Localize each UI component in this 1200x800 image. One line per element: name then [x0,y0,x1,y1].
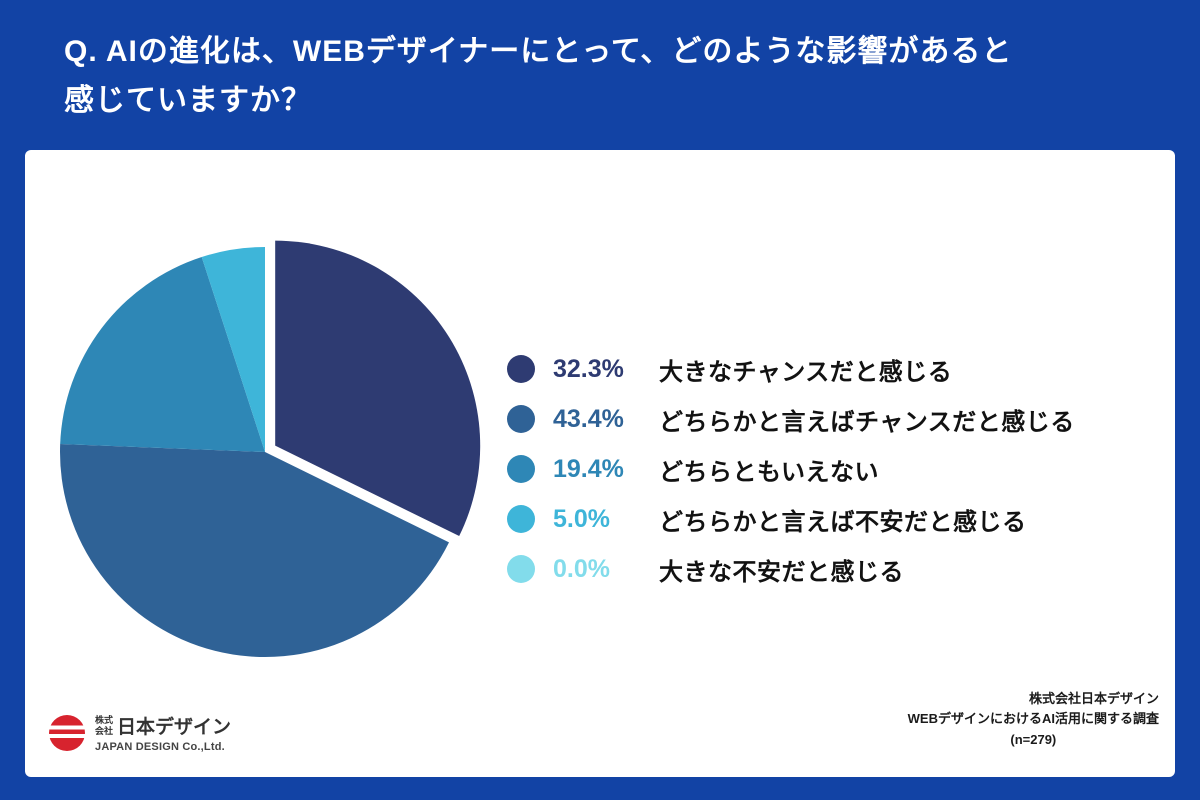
pie-chart-area [35,222,495,682]
survey-source-company: 株式会社日本デザイン [1028,690,1159,706]
legend-color-dot [507,405,535,433]
legend-label: どちらかと言えばチャンスだと感じる [659,408,1075,436]
survey-source: 株式会社日本デザイン WEBデザインにおけるAI活用に関する調査 (n=279) [908,689,1159,751]
question-title-line2: 感じていますか？ [64,83,312,117]
legend: 32.3% 大きなチャンスだと感じる 43.4% どちらかと言えばチャンスだと感じる 1… [507,344,1075,594]
company-logo: 株式 会社 日本デザイン JAPAN DESIGN Co.,Ltd. [47,712,231,753]
chart-card: 32.3% 大きなチャンスだと感じる 43.4% どちらかと言えばチャンスだと感じる 1… [25,150,1175,777]
legend-label: 大きな不安だと感じる [659,558,904,586]
legend-percent: 5.0% [553,504,610,533]
legend-label: どちらともいえない [659,458,880,486]
legend-color-dot [507,555,535,583]
legend-label: 大きなチャンスだと感じる [659,358,953,386]
company-logo-text: 株式 会社 日本デザイン JAPAN DESIGN Co.,Ltd. [95,712,231,753]
question-title-line1: Q. AIの進化は、WEBデザイナーにとって、どのような影響があると [64,35,1013,68]
legend-color-dot [507,355,535,383]
legend-color-dot [507,505,535,533]
survey-source-title: WEBデザインにおけるAI活用に関する調査 [907,711,1159,727]
pie-slice-2 [60,443,449,658]
legend-item: 19.4% どちらともいえない [507,444,1075,494]
survey-sample-size: (n=279) [1010,732,1057,748]
logo-company-name-en: JAPAN DESIGN Co.,Ltd. [95,741,225,753]
legend-item: 43.4% どちらかと言えばチャンスだと感じる [507,394,1075,444]
legend-percent: 43.4% [553,404,624,433]
logo-kabushiki-top: 株式 [95,715,114,726]
legend-percent: 19.4% [553,454,624,483]
pie-slice-1 [275,240,481,537]
question-title: Q. AIの進化は、WEBデザイナーにとって、どのような影響があると 感じていま… [64,28,1160,125]
logo-company-name: 日本デザイン [117,717,232,738]
logo-kabushiki-label: 株式 会社 [95,715,113,736]
pie-slice-4 [201,247,265,452]
legend-item: 32.3% 大きなチャンスだと感じる [507,344,1075,394]
legend-percent: 0.0% [553,554,610,583]
legend-percent: 32.3% [553,354,624,383]
legend-item: 0.0% 大きな不安だと感じる [507,544,1075,594]
pie-chart [60,240,481,658]
logo-kabushiki-bottom: 会社 [95,725,114,736]
pie-slice-3 [60,257,265,452]
japan-design-logo-icon [49,714,85,751]
legend-item: 5.0% どちらかと言えば不安だと感じる [507,494,1075,544]
legend-label: どちらかと言えば不安だと感じる [659,508,1027,536]
legend-color-dot [507,455,535,483]
